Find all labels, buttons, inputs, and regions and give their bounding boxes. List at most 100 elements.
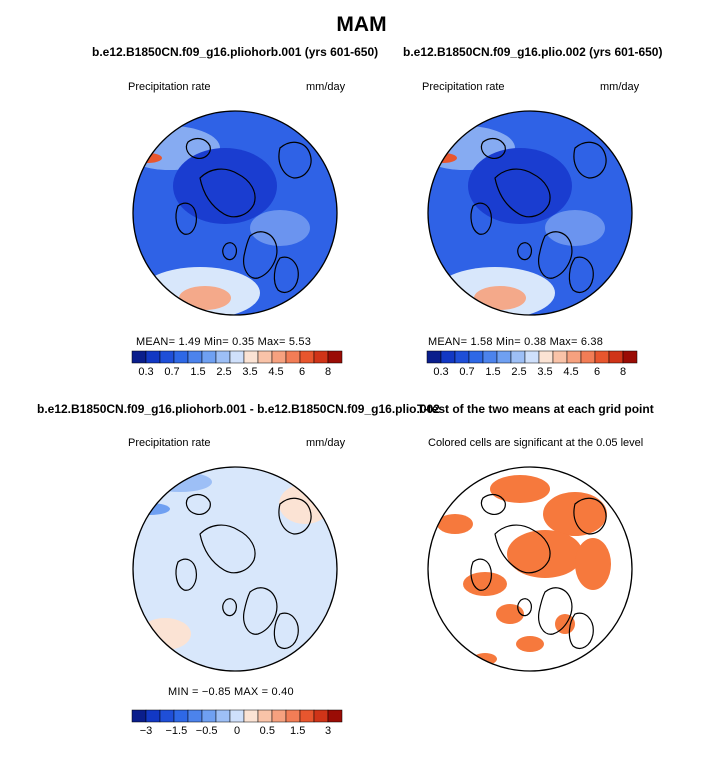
coastline [185, 137, 211, 159]
colorbar-swatch [215, 709, 231, 723]
colorbar-tick-label: −3 [140, 725, 153, 737]
coastline [185, 493, 211, 515]
coastline [222, 242, 237, 261]
panel-1-stats: MEAN= 1.49 Min= 0.35 Max= 5.53 [136, 336, 312, 348]
colorbar-swatch [468, 350, 484, 364]
map-boundary [132, 110, 338, 316]
colorbar-swatch [173, 709, 189, 723]
panel-2-colorbar: 0.3 0.7 1.5 2.5 3.5 4.5 6 8 [426, 350, 638, 378]
colorbar-swatch [201, 709, 217, 723]
colorbar-swatch [257, 709, 273, 723]
colorbar-swatch [131, 350, 147, 364]
colorbar-swatch [454, 350, 470, 364]
colorbar-swatch [594, 350, 610, 364]
panel-2-stats: MEAN= 1.58 Min= 0.38 Max= 6.38 [428, 336, 604, 348]
colorbar-swatch [215, 350, 231, 364]
significant-cell-cluster [473, 653, 497, 665]
panel-2-map [427, 110, 633, 316]
panel-4-map [427, 466, 633, 672]
colorbar-tick-label: 0 [234, 725, 240, 737]
colorbar-tick-label: 0.7 [164, 366, 179, 378]
colorbar-swatch [566, 350, 582, 364]
colorbar-tick-label: 0.7 [459, 366, 474, 378]
colorbar-swatch [482, 350, 498, 364]
colorbar-swatch [159, 350, 175, 364]
colorbar-swatch [299, 350, 315, 364]
panel-2-title: b.e12.B1850CN.f09_g16.plio.002 (yrs 601-… [403, 45, 663, 59]
coastline [480, 493, 506, 515]
panel-1-title: b.e12.B1850CN.f09_g16.pliohorb.001 (yrs … [92, 45, 379, 59]
coastline [517, 598, 532, 617]
panel-3-colorbar: −3 −1.5 −0.5 0 0.5 1.5 3 [131, 709, 343, 737]
panel-1-variable-label: Precipitation rate [128, 81, 211, 93]
colorbar-swatch [201, 350, 217, 364]
map-boundary [427, 110, 633, 316]
colorbar-swatch [622, 350, 638, 364]
coastline [199, 524, 256, 574]
colorbar-tick-label: 1.5 [290, 725, 305, 737]
colorbar-tick-label: −0.5 [196, 725, 218, 737]
colorbar-swatch [524, 350, 540, 364]
coastline [538, 587, 573, 635]
colorbar-tick-label: 4.5 [268, 366, 283, 378]
significant-cell-cluster [507, 530, 583, 578]
colorbar-tick-label: 3 [325, 725, 331, 737]
colorbar-swatch [243, 709, 259, 723]
colorbar-swatch [285, 709, 301, 723]
difference-field [133, 467, 337, 671]
colorbar-tick-label: −1.5 [165, 725, 187, 737]
panel-1-units-label: mm/day [306, 81, 346, 93]
significant-cell-cluster [437, 514, 473, 534]
colorbar-swatch [173, 350, 189, 364]
colorbar-tick-label: 8 [325, 366, 331, 378]
coastline [243, 587, 278, 635]
coastline [538, 231, 573, 279]
significant-cell-cluster [543, 492, 607, 536]
greenland-light-region [250, 210, 310, 246]
colorbar-tick-label: 0.3 [138, 366, 153, 378]
map-boundary [132, 466, 338, 672]
north-africa-dry-region [179, 286, 231, 310]
coastline [273, 256, 299, 293]
colorbar-tick-label: 0.3 [433, 366, 448, 378]
coastline [480, 137, 506, 159]
coastline [494, 524, 551, 574]
coastline [494, 168, 551, 218]
colorbar-swatch [608, 350, 624, 364]
colorbar-swatch [327, 350, 343, 364]
arctic-dry-region [468, 148, 572, 224]
panel-1-colorbar: 0.3 0.7 1.5 2.5 3.5 4.5 6 8 [131, 350, 343, 378]
colorbar-swatch [538, 350, 554, 364]
coastline [243, 231, 278, 279]
significant-cell-cluster [575, 538, 611, 590]
significant-cell-cluster [496, 604, 524, 624]
colorbar-swatch [187, 350, 203, 364]
precip-maximum-spot [429, 153, 457, 163]
colorbar-swatch [285, 350, 301, 364]
colorbar-tick-label: 8 [620, 366, 626, 378]
colorbar-tick-label: 6 [594, 366, 600, 378]
colorbar-swatch [159, 709, 175, 723]
colorbar-tick-label: 3.5 [537, 366, 552, 378]
colorbar-tick-label: 1.5 [190, 366, 205, 378]
colorbar-swatch [145, 709, 161, 723]
colorbar-swatch [187, 709, 203, 723]
coastline [222, 598, 237, 617]
colorbar-swatch [426, 350, 442, 364]
colorbar-tick-label: 2.5 [511, 366, 526, 378]
colorbar-swatch [552, 350, 568, 364]
colorbar-tick-label: 2.5 [216, 366, 231, 378]
colorbar-tick-label: 1.5 [485, 366, 500, 378]
page-title: MAM [336, 13, 387, 36]
colorbar-swatch [243, 350, 259, 364]
colorbar-tick-label: 3.5 [242, 366, 257, 378]
coastline [568, 612, 594, 649]
panel-4-title: T-test of the two means at each grid poi… [417, 402, 654, 416]
negative-anomaly-region [148, 472, 212, 492]
significant-cell-cluster [463, 572, 507, 596]
colorbar-swatch [257, 350, 273, 364]
north-africa-dry-region [474, 286, 526, 310]
positive-anomaly-region-2 [139, 618, 191, 650]
panel-1-map [132, 110, 338, 316]
colorbar-tick-label: 0.5 [260, 725, 275, 737]
